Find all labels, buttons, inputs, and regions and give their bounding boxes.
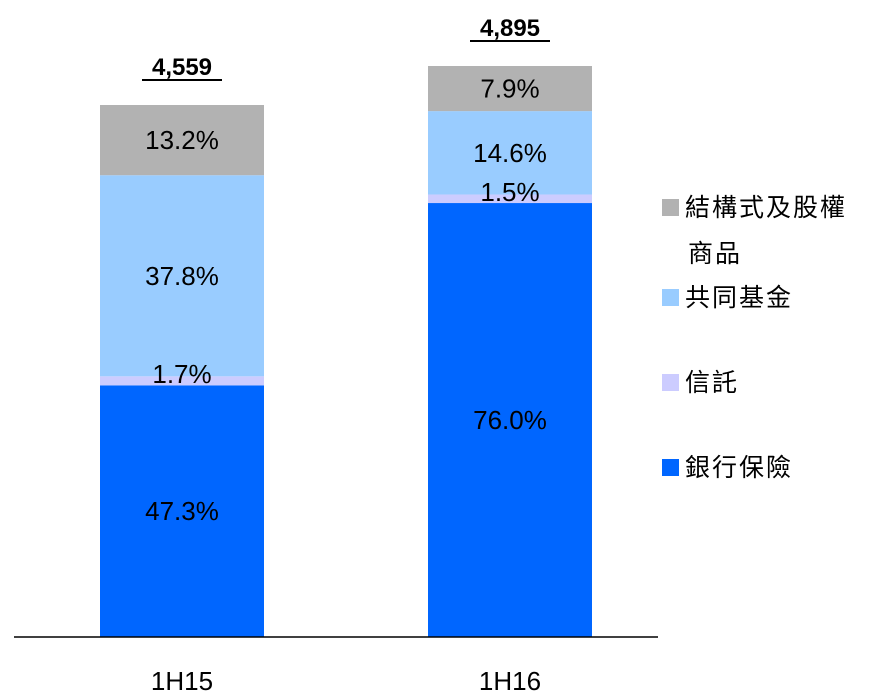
bars-group (100, 66, 592, 638)
segment-label-1h16-series-2: 14.6% (473, 138, 547, 168)
bar-segment-1h16-series-1 (428, 194, 592, 204)
bar-segment-1h15-series-2 (100, 175, 264, 377)
total-label-1h15: 4,559 (152, 54, 212, 81)
legend-swatch-3 (662, 459, 679, 476)
segment-label-1h15-series-3: 13.2% (145, 125, 219, 155)
bar-segment-1h15-series-3 (100, 105, 264, 176)
category-label-1h15: 1H15 (151, 666, 213, 694)
legend-label-3-line-0: 銀行保險 (685, 453, 793, 482)
category-labels: 1H15 1H16 (151, 666, 541, 694)
legend-swatch-2 (662, 374, 679, 391)
bar-segment-1h16-series-2 (428, 111, 592, 195)
segment-label-1h15-series-2: 37.8% (145, 261, 219, 291)
legend-label-1-line-0: 共同基金 (685, 283, 793, 312)
total-label-1h16: 4,895 (480, 15, 540, 42)
segment-label-1h15-series-0: 47.3% (145, 496, 219, 526)
legend-swatch-0 (662, 199, 679, 216)
bar-segment-1h16-series-3 (428, 66, 592, 112)
legend-label-2-line-0: 信託 (685, 368, 739, 397)
bar-segment-1h15-series-1 (100, 376, 264, 386)
bar-segment-1h15-series-0 (100, 385, 264, 637)
legend-label-0-line-0: 結構式及股權 (685, 193, 847, 222)
segment-label-1h16-series-1: 1.5% (480, 177, 539, 207)
segment-label-1h16-series-0: 76.0% (473, 405, 547, 435)
category-label-1h16: 1H16 (479, 666, 541, 694)
legend-label-0-line-1: 商品 (688, 239, 742, 268)
bar-segment-1h16-series-0 (428, 203, 592, 638)
segment-label-1h15-series-1: 1.7% (152, 359, 211, 389)
total-labels: 4,559 4,895 (142, 15, 550, 81)
segment-labels: 47.3% 1.7% 37.8% 13.2% 76.0% 1.5% 14.6% 7.9% (145, 74, 547, 527)
segment-label-1h16-series-3: 7.9% (480, 74, 539, 104)
legend-swatch-1 (662, 289, 679, 306)
